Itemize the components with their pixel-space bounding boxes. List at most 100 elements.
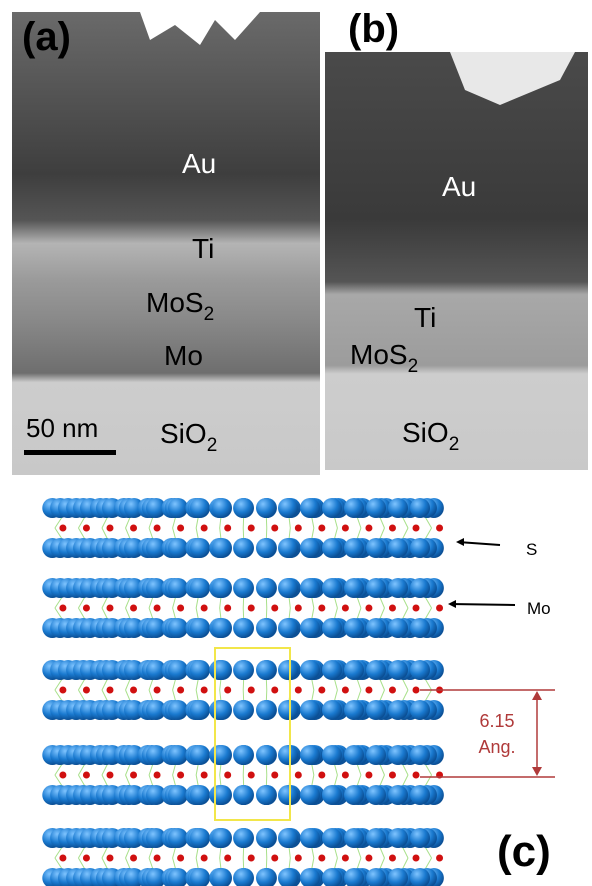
atom — [256, 618, 276, 638]
atom — [410, 498, 430, 518]
atom — [278, 578, 298, 598]
atom — [106, 605, 113, 612]
atom — [256, 785, 276, 805]
atom — [168, 578, 188, 598]
atom — [342, 605, 349, 612]
atom — [201, 605, 208, 612]
atom — [201, 525, 208, 532]
atom — [344, 618, 364, 638]
atom — [190, 618, 210, 638]
atom — [322, 785, 342, 805]
atom — [256, 660, 276, 680]
atom — [83, 855, 90, 862]
atom — [388, 618, 408, 638]
atom — [256, 828, 276, 848]
atom — [190, 700, 210, 720]
atom — [344, 785, 364, 805]
atom — [344, 538, 364, 558]
atom — [190, 660, 210, 680]
atom — [278, 785, 298, 805]
atom — [365, 687, 372, 694]
scale-bar-label: 50 nm — [26, 413, 98, 443]
atom — [344, 700, 364, 720]
arrowhead — [456, 538, 464, 546]
atom — [248, 772, 255, 779]
atom — [300, 618, 320, 638]
atom — [271, 772, 278, 779]
atom — [271, 525, 278, 532]
atom — [322, 538, 342, 558]
atom — [154, 855, 161, 862]
atom — [248, 855, 255, 862]
atom — [413, 605, 420, 612]
atom — [388, 828, 408, 848]
atom — [366, 538, 386, 558]
atom — [410, 660, 430, 680]
layer-label: Mo — [164, 340, 203, 371]
atom — [190, 785, 210, 805]
atom — [190, 498, 210, 518]
atom — [366, 828, 386, 848]
atom — [410, 828, 430, 848]
atom — [318, 772, 325, 779]
atom — [234, 828, 254, 848]
atom — [278, 700, 298, 720]
atom — [177, 772, 184, 779]
atom — [248, 605, 255, 612]
atom — [344, 578, 364, 598]
figure: (a) Au Ti MoS2 Mo SiO2 50 nm (b) Au Ti M… — [0, 0, 592, 886]
atom — [59, 855, 66, 862]
atom — [365, 525, 372, 532]
spacing-unit: Ang. — [478, 737, 515, 757]
atom — [388, 578, 408, 598]
atom — [212, 618, 232, 638]
atom — [83, 687, 90, 694]
arrow — [450, 604, 515, 605]
atom — [388, 745, 408, 765]
atom — [256, 498, 276, 518]
atom — [177, 855, 184, 862]
atom — [436, 525, 443, 532]
atom — [342, 855, 349, 862]
atom — [413, 525, 420, 532]
atom — [59, 605, 66, 612]
scale-bar — [24, 450, 116, 455]
atom — [295, 525, 302, 532]
atom — [366, 618, 386, 638]
arrowhead — [448, 600, 456, 608]
atom — [365, 605, 372, 612]
panel-label: (c) — [497, 827, 551, 876]
atom — [366, 700, 386, 720]
atom — [389, 525, 396, 532]
atom — [300, 700, 320, 720]
atom — [410, 538, 430, 558]
atom — [106, 772, 113, 779]
atom — [342, 525, 349, 532]
atom — [278, 660, 298, 680]
layer-label: Ti — [192, 233, 214, 264]
atom — [300, 785, 320, 805]
atom — [130, 855, 137, 862]
atom — [201, 855, 208, 862]
atom — [318, 525, 325, 532]
atom — [388, 785, 408, 805]
atom — [190, 538, 210, 558]
atom — [248, 525, 255, 532]
atom — [234, 785, 254, 805]
atom — [300, 828, 320, 848]
atom — [154, 525, 161, 532]
atom — [388, 660, 408, 680]
atom — [278, 745, 298, 765]
atom — [177, 525, 184, 532]
atom — [154, 687, 161, 694]
atom — [224, 605, 231, 612]
atom — [190, 578, 210, 598]
atom — [322, 498, 342, 518]
atom — [224, 525, 231, 532]
atom — [130, 525, 137, 532]
arrow — [458, 542, 500, 545]
atom — [83, 605, 90, 612]
atom — [300, 498, 320, 518]
atom — [365, 772, 372, 779]
atom — [318, 687, 325, 694]
